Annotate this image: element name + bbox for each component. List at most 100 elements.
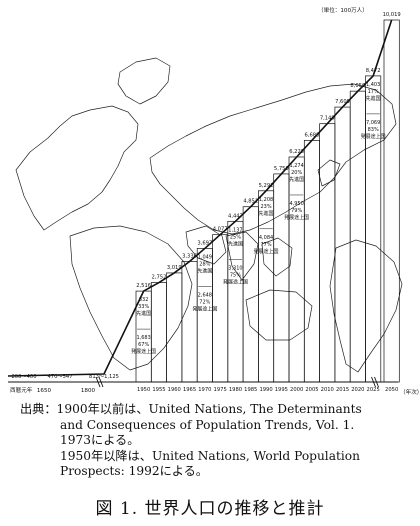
map-greenland [117, 57, 171, 105]
total-label: 6,688 [305, 132, 320, 138]
unit-label: （単位：100万人） [318, 6, 368, 14]
series-label: 先進国 [136, 310, 151, 317]
population-trend-line [7, 19, 393, 377]
x-tick-label: 1995 [275, 387, 288, 393]
total-label: 2,516 [136, 283, 151, 289]
developing-value-label: 67% [138, 342, 149, 348]
total-label: 3,697 [197, 240, 212, 246]
early-value-label: 200～400 [12, 374, 37, 380]
total-label: 8,050 [350, 83, 365, 89]
developed-value-label: 1,274 [289, 163, 303, 169]
x-tick-label: 1985 [244, 387, 257, 393]
map-arabia [185, 225, 227, 265]
source-line: 1973による。 [60, 433, 140, 448]
axis-break [98, 376, 104, 388]
total-label: 4,077 [213, 227, 228, 233]
x-tick-label: 1980 [229, 387, 242, 393]
developed-value-label: 1,049 [198, 254, 212, 260]
x-tick-label: 2050 [385, 387, 398, 393]
developed-value-label: 1,137 [228, 227, 242, 233]
source-line: 出典：1900年以前は、United Nations, The Determin… [20, 402, 362, 416]
year-axis-note: （年次） [400, 388, 420, 396]
developed-value-label: 832 [139, 297, 149, 303]
developed-value-label: 28% [199, 261, 210, 267]
developing-value-label: 7,069 [366, 120, 380, 126]
map-southeast-asia [261, 237, 293, 277]
x-tick-label: 1950 [137, 387, 150, 393]
developing-value-label: 4,084 [259, 235, 273, 241]
bar [166, 272, 183, 383]
developed-value-label: 17% [368, 89, 379, 95]
bar [150, 282, 167, 383]
x-tick-label: 1650 [37, 388, 52, 394]
x-tick-label: 1990 [259, 387, 272, 393]
map-japan [317, 159, 341, 187]
early-value-label: 813～1,125 [89, 374, 119, 380]
total-label: 7,149 [320, 116, 335, 122]
bar [273, 173, 290, 383]
developed-value-label: 23% [260, 204, 271, 210]
total-label: 5,292 [259, 183, 274, 189]
population-chart: 1650 1800 200～400 470～547 813～1,125 2,516 1950… [7, 6, 420, 396]
source-line: 1950年以降は、United Nations, World Populatio… [60, 448, 360, 463]
population-bars [135, 19, 400, 383]
series-label: 発展途上国 [131, 348, 156, 355]
bar [303, 140, 320, 383]
value-labels: 1650 1800 200～400 470～547 813～1,125 2,516 1950… [12, 12, 401, 394]
map-north-america [15, 105, 139, 231]
developed-value-label: 20% [291, 170, 302, 176]
figure-caption: 図 1. 世界人口の推移と推計 [95, 499, 325, 519]
map-australia [245, 289, 313, 341]
x-tick-label: 1960 [168, 387, 181, 393]
x-tick-label: 1965 [183, 387, 196, 393]
series-label: 先進国 [228, 240, 243, 247]
developed-value-label: 25% [230, 234, 241, 240]
developing-value-label: 1,683 [136, 335, 150, 341]
total-label: 5,759 [274, 166, 289, 172]
total-label: 4,447 [228, 213, 243, 219]
map-eurasia [149, 83, 397, 235]
bar [242, 206, 259, 383]
source-line: Prospects: 1992による。 [60, 464, 208, 479]
map-india [225, 231, 259, 281]
developing-value-label: 72% [199, 299, 210, 305]
total-label: 8,472 [366, 68, 381, 74]
developed-value-label: 1,208 [259, 197, 273, 203]
total-label: 4,851 [243, 199, 258, 205]
bar [288, 156, 305, 383]
source-line: and Consequences of Population Trends, V… [60, 417, 355, 432]
series-label: 発展途上国 [361, 133, 386, 140]
x-tick-label: 1955 [152, 387, 165, 393]
series-label: 先進国 [366, 95, 381, 102]
x-tick-label: 2000 [290, 387, 303, 393]
bar [383, 19, 400, 383]
total-label: 6,228 [289, 149, 304, 155]
axis-break [95, 376, 101, 388]
developing-value-label: 75% [230, 272, 241, 278]
map-south-america [329, 239, 403, 373]
bar [258, 190, 275, 383]
total-label: 2,752 [152, 275, 167, 281]
developing-value-label: 83% [368, 127, 379, 133]
x-tick-label: 1800 [81, 388, 96, 394]
x-tick-label: 2005 [305, 387, 318, 393]
x-tick-label: 1970 [198, 387, 211, 393]
era-label: 西暦元年 [10, 386, 33, 394]
series-label: 発展途上国 [254, 248, 279, 255]
total-label: 7,609 [335, 99, 350, 105]
source-note: 出典：1900年以前は、United Nations, The Determin… [20, 402, 416, 480]
series-label: 発展途上国 [223, 278, 248, 285]
early-value-label: 470～547 [48, 374, 73, 380]
series-label: 先進国 [289, 176, 304, 183]
developed-value-label: 33% [138, 304, 149, 310]
series-label: 先進国 [197, 267, 212, 274]
x-tick-label: 2020 [351, 387, 364, 393]
developing-value-label: 4,950 [289, 201, 303, 207]
bar [365, 75, 382, 383]
developing-value-label: 77% [260, 242, 271, 248]
developing-value-label: 2,648 [198, 292, 212, 298]
total-label: 10,019 [383, 12, 401, 18]
bar [334, 106, 351, 383]
x-tick-label: 2015 [336, 387, 349, 393]
x-tick-label: 1975 [214, 387, 227, 393]
